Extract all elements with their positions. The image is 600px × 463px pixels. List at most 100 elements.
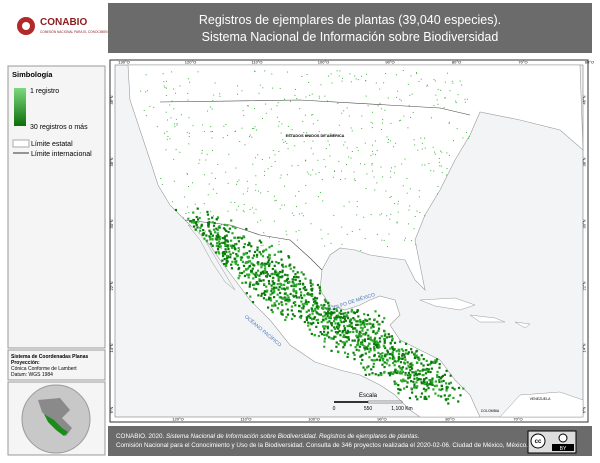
record-dot bbox=[397, 203, 399, 205]
record-dot bbox=[275, 271, 278, 274]
record-dot bbox=[407, 371, 410, 375]
record-dot bbox=[294, 145, 296, 147]
record-dot bbox=[237, 277, 240, 280]
record-dot bbox=[182, 217, 184, 219]
record-dot bbox=[189, 220, 192, 223]
record-dot bbox=[377, 314, 381, 317]
record-dot bbox=[317, 196, 319, 198]
record-dot bbox=[276, 307, 279, 310]
record-dot bbox=[444, 81, 446, 83]
record-dot bbox=[323, 298, 326, 301]
record-dot bbox=[438, 388, 441, 391]
record-dot bbox=[234, 262, 237, 265]
record-dot bbox=[431, 383, 434, 386]
record-dot bbox=[431, 380, 434, 383]
record-dot bbox=[446, 174, 448, 176]
record-dot bbox=[268, 274, 271, 278]
record-dot bbox=[326, 307, 329, 310]
record-dot bbox=[247, 105, 249, 107]
record-dot bbox=[237, 247, 240, 250]
record-dot bbox=[267, 259, 270, 262]
record-dot bbox=[221, 236, 224, 240]
record-dot bbox=[237, 250, 240, 253]
record-dot bbox=[282, 139, 284, 141]
record-dot bbox=[323, 345, 326, 348]
record-dot bbox=[271, 280, 274, 283]
record-dot bbox=[253, 283, 256, 286]
record-dot bbox=[295, 296, 298, 299]
record-dot bbox=[313, 300, 316, 304]
record-dot bbox=[326, 327, 329, 330]
record-dot bbox=[265, 285, 268, 288]
record-dot bbox=[408, 366, 411, 369]
record-dot bbox=[382, 118, 384, 120]
record-dot bbox=[341, 80, 343, 82]
record-dot bbox=[176, 124, 178, 126]
record-dot bbox=[360, 249, 362, 251]
record-dot bbox=[256, 261, 259, 264]
record-dot bbox=[365, 188, 367, 190]
record-dot bbox=[304, 300, 308, 304]
record-dot bbox=[272, 296, 276, 299]
record-dot bbox=[451, 80, 453, 82]
record-dot bbox=[258, 239, 261, 242]
record-dot bbox=[339, 339, 342, 343]
record-dot bbox=[374, 154, 376, 156]
record-dot bbox=[389, 196, 391, 198]
record-dot bbox=[265, 248, 268, 251]
record-dot bbox=[284, 265, 288, 268]
record-dot bbox=[421, 148, 423, 150]
record-dot bbox=[321, 179, 323, 181]
record-dot bbox=[252, 287, 256, 290]
record-dot bbox=[365, 80, 367, 82]
record-dot bbox=[186, 131, 188, 133]
record-dot bbox=[434, 151, 436, 153]
record-dot bbox=[393, 369, 397, 372]
record-dot bbox=[361, 329, 364, 332]
record-dot bbox=[287, 255, 290, 258]
record-dot bbox=[393, 357, 396, 360]
record-dot bbox=[224, 235, 227, 238]
record-dot bbox=[283, 280, 286, 283]
record-dot bbox=[268, 264, 271, 268]
record-dot bbox=[212, 239, 214, 241]
record-dot bbox=[434, 361, 437, 364]
record-dot bbox=[299, 310, 302, 313]
record-dot bbox=[332, 320, 336, 323]
record-dot bbox=[350, 321, 353, 324]
record-dot bbox=[260, 266, 263, 269]
record-dot bbox=[341, 226, 343, 228]
record-dot bbox=[417, 373, 421, 376]
record-dot bbox=[329, 312, 332, 315]
record-dot bbox=[415, 356, 418, 359]
record-dot bbox=[363, 348, 366, 351]
record-dot bbox=[380, 356, 383, 359]
record-dot bbox=[341, 329, 344, 333]
record-dot bbox=[359, 362, 363, 365]
record-dot bbox=[187, 186, 189, 188]
record-dot bbox=[333, 326, 336, 329]
record-dot bbox=[211, 130, 213, 132]
record-dot bbox=[341, 331, 344, 334]
record-dot bbox=[306, 171, 308, 173]
record-dot bbox=[425, 359, 428, 362]
record-dot bbox=[329, 316, 332, 319]
record-dot bbox=[298, 279, 301, 283]
record-dot bbox=[283, 283, 286, 286]
record-dot bbox=[356, 200, 358, 202]
record-dot bbox=[373, 354, 376, 358]
logo-icon-center bbox=[22, 22, 30, 30]
record-dot bbox=[209, 232, 213, 236]
record-dot bbox=[410, 367, 414, 370]
record-dot bbox=[400, 119, 402, 121]
record-dot bbox=[188, 117, 190, 119]
record-dot bbox=[372, 153, 374, 155]
locator-land bbox=[38, 398, 72, 436]
record-dot bbox=[262, 244, 264, 246]
record-dot bbox=[262, 249, 266, 252]
record-dot bbox=[243, 274, 247, 278]
record-dot bbox=[328, 75, 330, 77]
record-dot bbox=[218, 240, 221, 243]
record-dot bbox=[352, 317, 355, 320]
record-dot bbox=[293, 266, 296, 269]
